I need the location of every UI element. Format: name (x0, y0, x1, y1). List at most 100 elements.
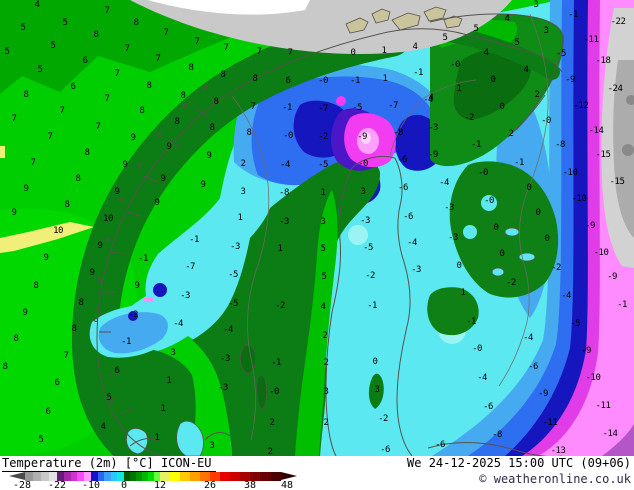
colorbar-tick-label: 26 (203, 480, 217, 490)
temp-value-label: -6 (380, 444, 390, 455)
temp-value-label: 2 (508, 128, 514, 139)
temp-value-label: -3 (428, 122, 438, 133)
temp-value-label: -1 (413, 67, 423, 78)
temp-value-label: 9 (122, 159, 128, 170)
temp-value-label: -9 (607, 271, 617, 282)
temp-value-label: 5 (50, 40, 56, 51)
temp-value-label: 1 (381, 45, 387, 56)
temp-value-label: 0 (456, 260, 462, 271)
temp-value-label: -1 (271, 357, 281, 368)
colorbar-left-arrow (9, 472, 25, 480)
temp-value-label: 0 (499, 248, 505, 259)
temp-value-label: 4 (320, 301, 326, 312)
temp-value-label: 7 (223, 42, 229, 53)
temp-value-label: 8 (93, 29, 99, 40)
temp-value-label: -6 (398, 182, 408, 193)
temp-value-label: 9 (22, 307, 28, 318)
colorbar-segment (41, 472, 50, 481)
temp-value-label: -6 (403, 211, 413, 222)
temp-value-label: 6 (285, 75, 291, 86)
colorbar-segment (142, 472, 149, 481)
temp-value-label: -9 (565, 74, 575, 85)
temp-value-label: -3 (444, 202, 454, 213)
temp-value-label: -0 (358, 158, 368, 169)
temp-value-label: 5 (38, 434, 44, 445)
temp-value-label: -11 (542, 417, 558, 428)
colorbar-segment (91, 472, 99, 481)
temp-value-label: -0 (269, 386, 279, 397)
temp-value-label: -0 (484, 195, 494, 206)
temp-value-label: -1 (568, 9, 578, 20)
temp-value-label: -4 (223, 324, 233, 335)
temp-value-label: -0 (450, 59, 460, 70)
temp-value-label: 1 (237, 212, 243, 223)
temp-value-label: -9 (581, 345, 591, 356)
colorbar-segment (25, 472, 34, 481)
temp-value-label: 0 (372, 356, 378, 367)
temp-value-label: -7 (185, 261, 195, 272)
colorbar-segment (104, 472, 112, 481)
temp-value-label: 8 (146, 80, 152, 91)
temp-value-label: -3 (220, 353, 230, 364)
colorbar-segment (230, 472, 241, 481)
temp-value-label: -12 (573, 100, 589, 111)
temp-value-label: 3 (209, 440, 215, 451)
temp-value-label: 9 (160, 173, 166, 184)
colorbar-segment (57, 472, 65, 481)
temp-value-label: 7 (114, 68, 120, 79)
temp-value-label: 6 (70, 81, 76, 92)
temp-value-label: -24 (607, 83, 623, 94)
colorbar-segment (190, 472, 201, 481)
temp-value-label: 8 (78, 297, 84, 308)
temp-value-label: 9 (97, 240, 103, 251)
temp-value-label: -5 (352, 102, 362, 113)
colorbar-segment (63, 472, 72, 481)
temp-value-label: 7 (30, 157, 36, 168)
temp-value-label: -1 (617, 299, 627, 310)
temp-value-label: 7 (124, 43, 130, 54)
temp-value-label: -5 (228, 298, 238, 309)
colorbar-segment (180, 472, 191, 481)
colorbar-segment (270, 472, 282, 481)
temp-value-label: 3 (323, 386, 329, 397)
temp-value-label: 10 (103, 213, 113, 224)
colorbar-segment (33, 472, 42, 481)
temp-value-label: 3 (360, 186, 366, 197)
temp-value-label: -14 (602, 428, 618, 439)
temp-value-label: 3 (320, 216, 326, 227)
temp-value-label: 9 (154, 197, 160, 208)
temp-value-label: -5 (556, 48, 566, 59)
colorbar-right-arrow (281, 472, 297, 480)
temp-value-label: -10 (562, 167, 578, 178)
colorbar-segment (154, 472, 161, 481)
temp-value-label: -3 (279, 216, 289, 227)
colorbar-tick-label: 12 (153, 480, 167, 490)
temp-value-label: 2 (322, 330, 328, 341)
temp-value-label: -0 (283, 130, 293, 141)
temp-value-label: -15 (609, 176, 625, 187)
temp-value-label: 1 (154, 432, 160, 443)
temp-value-label: 8 (180, 90, 186, 101)
temp-value-label: 7 (250, 101, 256, 112)
temp-value-label: 7 (287, 47, 293, 58)
temp-value-label: 1 (160, 403, 166, 414)
temp-value-label: -1 (367, 300, 377, 311)
temp-value-label: 7 (163, 27, 169, 38)
temp-value-label: -10 (593, 247, 609, 258)
temp-value-label: 7 (104, 5, 110, 16)
temp-value-label: 4 (34, 0, 40, 10)
temp-value-label: -8 (393, 127, 403, 138)
temp-value-label: 0 (499, 101, 505, 112)
temp-value-label: -3 (180, 290, 190, 301)
temp-value-label: -5 (363, 242, 373, 253)
temp-value-label: 8 (133, 17, 139, 28)
temp-value-label: -9 (585, 220, 595, 231)
colorbar-segment (124, 472, 131, 481)
colorbar-segment (130, 472, 137, 481)
temp-value-label: 8 (84, 147, 90, 158)
temp-value-label: -0 (478, 167, 488, 178)
temp-value-label: -0 (318, 75, 328, 86)
temp-value-label: 9 (130, 132, 136, 143)
temp-value-label: -2 (378, 413, 388, 424)
